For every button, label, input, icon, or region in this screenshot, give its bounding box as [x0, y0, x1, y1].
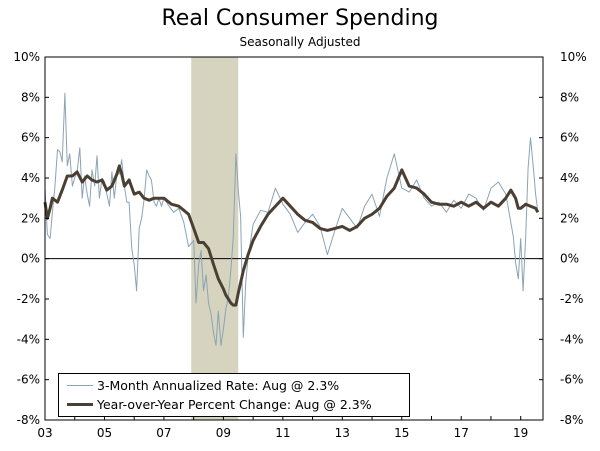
y-tick-label: 8%	[560, 90, 579, 104]
legend: 3-Month Annualized Rate: Aug @ 2.3% Year…	[58, 373, 410, 417]
x-tick-label: 15	[394, 426, 409, 440]
legend-label-yoy: Year-over-Year Percent Change: Aug @ 2.3…	[97, 396, 372, 412]
legend-item-yoy: Year-over-Year Percent Change: Aug @ 2.3…	[67, 395, 372, 413]
x-tick-label: 07	[156, 426, 171, 440]
y-tick-label: -6%	[560, 373, 583, 387]
legend-item-three-month: 3-Month Annualized Rate: Aug @ 2.3%	[67, 376, 339, 394]
x-tick-label: 17	[454, 426, 469, 440]
x-tick-label: 09	[216, 426, 231, 440]
y-tick-label: 2%	[560, 211, 579, 225]
y-tick-label: -6%	[17, 373, 40, 387]
y-tick-label: 4%	[21, 171, 40, 185]
y-tick-label: -4%	[17, 332, 40, 346]
y-tick-label: 8%	[21, 90, 40, 104]
y-tick-label: -4%	[560, 332, 583, 346]
y-tick-label: 2%	[21, 211, 40, 225]
series-line-yoy	[43, 164, 540, 307]
x-tick-label: 11	[275, 426, 290, 440]
y-tick-label: 0%	[560, 252, 579, 266]
y-axis-right: 10% 8% 6% 4% 2% 0% -2% -4% -6% -8%	[539, 50, 587, 427]
legend-swatch-three-month	[67, 384, 93, 386]
chart-subtitle: Seasonally Adjusted	[239, 35, 361, 49]
legend-label-three-month: 3-Month Annualized Rate: Aug @ 2.3%	[97, 377, 340, 393]
y-tick-label: -2%	[17, 292, 40, 306]
plot-frame	[44, 56, 544, 421]
y-tick-label: 6%	[560, 131, 579, 145]
x-tick-label: 05	[97, 426, 112, 440]
x-tick-label: 19	[513, 426, 528, 440]
legend-swatch-yoy	[67, 402, 93, 406]
y-tick-label: 10%	[13, 50, 40, 64]
x-tick-label: 03	[37, 426, 52, 440]
recession-band	[191, 57, 239, 420]
y-tick-label: -8%	[560, 413, 583, 427]
y-tick-label: 6%	[21, 131, 40, 145]
y-tick-label: -2%	[560, 292, 583, 306]
x-tick-label: 13	[335, 426, 350, 440]
series-layer	[43, 92, 540, 346]
x-axis: 03 05 07 09 11 13 15 17 19	[37, 416, 528, 440]
y-tick-label: -8%	[17, 413, 40, 427]
chart-title: Real Consumer Spending	[161, 6, 439, 31]
y-axis-left: 10% 8% 6% 4% 2% 0% -2% -4% -6% -8%	[13, 50, 49, 427]
y-tick-label: 0%	[21, 252, 40, 266]
y-tick-label: 10%	[560, 50, 587, 64]
series-line-three-month	[44, 92, 539, 346]
y-tick-label: 4%	[560, 171, 579, 185]
